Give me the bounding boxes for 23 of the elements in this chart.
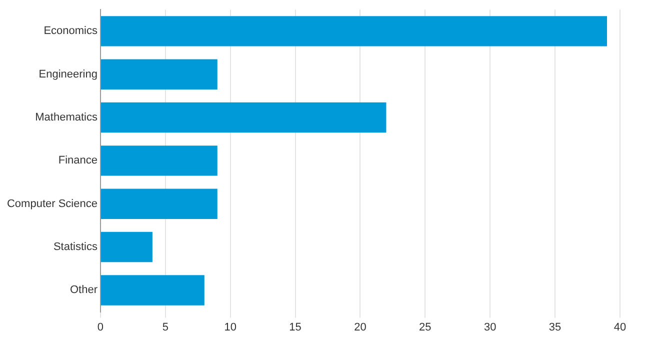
y-tick-label: Finance <box>58 154 98 167</box>
y-tick-label: Statistics <box>53 241 98 254</box>
x-tick-label: 15 <box>289 321 302 334</box>
x-tick-label: 30 <box>484 321 496 334</box>
bar <box>100 16 608 46</box>
y-tick-label: Mathematics <box>35 112 98 124</box>
bar <box>100 188 218 219</box>
x-tick-label: 20 <box>354 321 366 334</box>
y-tick-label: Engineering <box>38 68 98 80</box>
y-tick-label: Other <box>70 284 98 296</box>
x-tick-label: 0 <box>97 321 104 334</box>
x-tick-label: 10 <box>224 321 236 334</box>
y-tick-label: Economics <box>44 25 98 38</box>
bar <box>100 59 218 90</box>
bar <box>100 275 204 306</box>
bar <box>100 232 152 262</box>
bar <box>100 146 218 176</box>
x-tick-label: 35 <box>548 321 562 334</box>
x-tick-label: 25 <box>419 321 432 334</box>
x-tick-label: 5 <box>162 321 168 334</box>
bar <box>100 102 386 133</box>
y-tick-label: Computer Science <box>6 198 98 210</box>
x-tick-label: 40 <box>614 321 626 334</box>
